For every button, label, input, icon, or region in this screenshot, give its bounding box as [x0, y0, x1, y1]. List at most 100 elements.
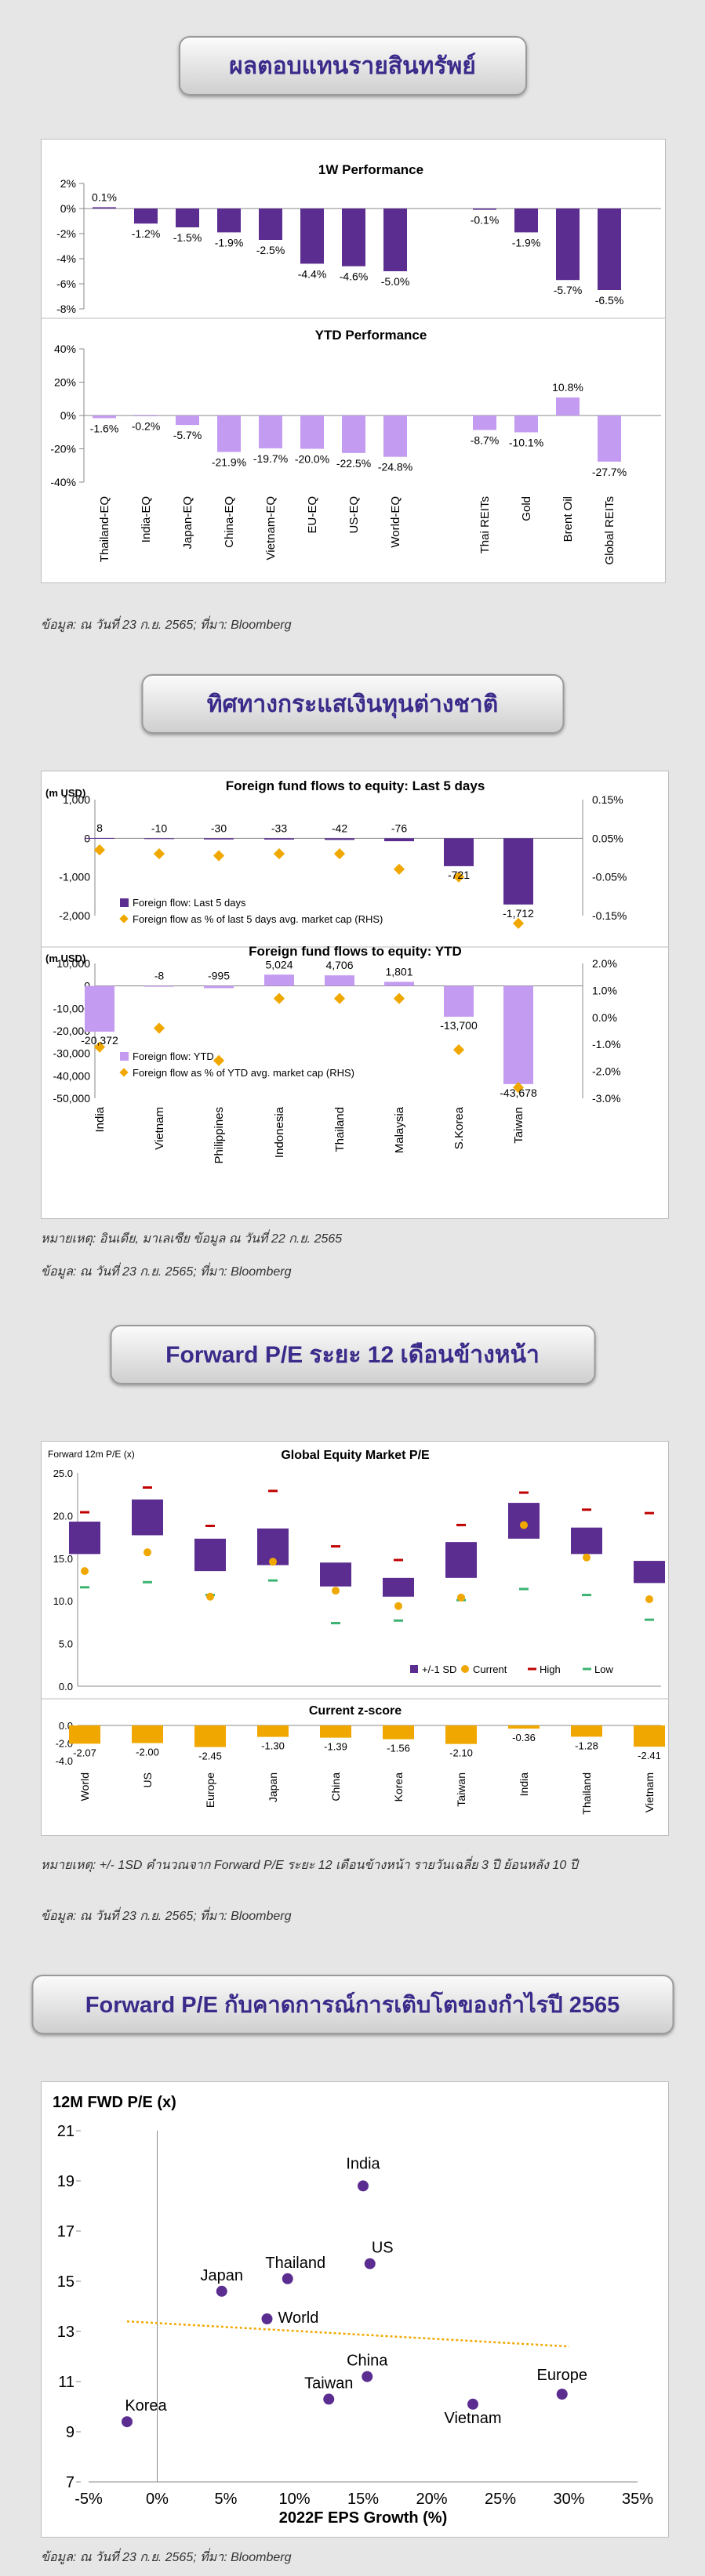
pe-ytick-label: 25.0: [53, 1468, 73, 1479]
scatter-point: [323, 2393, 335, 2405]
f5-rhs-tick-label: -0.15%: [592, 909, 627, 922]
scatter-xtick-label: 35%: [622, 2491, 653, 2508]
scatter-point: [362, 2371, 373, 2382]
fy-data-label: -13,700: [440, 1019, 478, 1032]
scatter-point: [122, 2416, 133, 2428]
pe-sd-range-bar: [69, 1522, 100, 1555]
f5-legend-marker: [119, 914, 129, 923]
scatter-point-label: Europe: [537, 2367, 588, 2384]
scatter-point-label: India: [346, 2155, 380, 2172]
pe-ytick-label: 15.0: [53, 1553, 73, 1565]
f5-ytick-label: -2,000: [59, 909, 90, 922]
zscore-bar: [320, 1725, 351, 1738]
fy-bar: [144, 985, 174, 987]
pe-ytick-label: 0.0: [59, 1681, 73, 1693]
zscore-category-label: US: [141, 1772, 154, 1787]
ytd-data-label: -21.9%: [212, 456, 246, 469]
pe-current-marker: [583, 1553, 591, 1562]
ytd-data-label: -8.7%: [471, 434, 500, 446]
ytd-data-label: -22.5%: [336, 457, 371, 470]
ytd-ytick-label: 20%: [54, 376, 76, 389]
category-label: US-EQ: [347, 496, 361, 534]
w1-data-label: -6.5%: [595, 294, 624, 307]
forward-pe-charts: Global Equity Market P/E Forward 12m P/E …: [42, 1449, 668, 1815]
ytd-data-label: 10.8%: [552, 381, 583, 394]
scatter-xtick-label: 20%: [416, 2491, 447, 2508]
fy-rhs-marker: [213, 1054, 225, 1066]
zscore-category-label: Korea: [392, 1772, 405, 1802]
w1-bar: [383, 209, 407, 271]
zscore-category-label: India: [518, 1772, 530, 1797]
w1-title: 1W Performance: [318, 162, 423, 177]
scatter-point-label: US: [372, 2240, 394, 2257]
zscore-bar: [634, 1725, 665, 1747]
pe-current-marker: [457, 1593, 465, 1602]
ytd-bar: [342, 415, 365, 453]
f5-data-label: -42: [332, 822, 347, 834]
fy-bar: [85, 985, 114, 1032]
f5-bar: [85, 837, 114, 839]
note-2: หมายเหตุ: อินเดีย, มาเลเซีย ข้อมูล ณ วัน…: [41, 1232, 343, 1246]
f5-bar: [264, 838, 294, 840]
zscore-category-label: Europe: [204, 1772, 216, 1808]
fy-rhs-marker: [273, 992, 285, 1004]
section-banner-forward-pe: Forward P/E ระยะ 12 เดือนข้างหน้า: [110, 1325, 595, 1384]
scatter-point-label: China: [347, 2353, 388, 2370]
fy-rhs-tick-label: 0.0%: [592, 1011, 617, 1024]
fy-ytick-label: -10,000: [53, 1002, 91, 1014]
ytd-data-label: -20.0%: [295, 453, 329, 466]
fy-ytick-label: -40,000: [53, 1069, 91, 1082]
w1-data-label: -0.1%: [471, 214, 500, 227]
ytd-bar: [93, 415, 116, 419]
category-label: Global REITs: [603, 496, 616, 565]
pe-current-marker: [269, 1558, 277, 1566]
ytd-title: YTD Performance: [315, 328, 427, 343]
scatter-xtick-label: 10%: [278, 2491, 310, 2508]
pe-legend-swatch: [410, 1665, 418, 1673]
fy-rhs-tick-label: 1.0%: [592, 984, 617, 996]
fy-title: Foreign fund flows to equity: YTD: [249, 944, 462, 959]
category-label: India-EQ: [140, 496, 153, 542]
scatter-point-label: World: [278, 2309, 319, 2327]
f5-data-label: -76: [391, 822, 407, 834]
scatter-xtick-label: 25%: [485, 2491, 516, 2508]
ytd-bar: [259, 415, 282, 448]
w1-bar: [134, 209, 158, 224]
ytd-data-label: -19.7%: [253, 452, 288, 465]
zscore-category-label: Japan: [267, 1772, 279, 1802]
w1-bar: [342, 209, 365, 267]
w1-data-label: -5.7%: [554, 284, 583, 296]
pe-ytick-label: 20.0: [53, 1510, 73, 1522]
category-label: Vietnam: [153, 1107, 166, 1150]
zscore-ytick-label: -4.0: [56, 1755, 73, 1767]
zscore-category-label: World: [78, 1772, 91, 1801]
pe-sd-range-bar: [634, 1561, 665, 1584]
zscore-category-label: Vietnam: [643, 1772, 656, 1812]
f5-rhs-tick-label: 0.05%: [592, 832, 623, 844]
zscore-bar: [132, 1725, 163, 1743]
scatter-ytick-label: 7: [66, 2474, 74, 2491]
scatter-point-label: Thailand: [265, 2255, 325, 2272]
scatter-xtick-label: -5%: [74, 2491, 103, 2508]
w1-bar: [514, 209, 538, 233]
ytd-bar: [514, 415, 538, 433]
scatter-ytick-label: 11: [58, 2374, 74, 2391]
f5-bar: [325, 838, 354, 840]
ytd-bar: [598, 415, 621, 462]
fy-data-label: 1,801: [385, 966, 412, 978]
fy-rhs-tick-label: -3.0%: [592, 1092, 621, 1105]
fy-rhs-tick-label: 2.0%: [592, 957, 617, 970]
fy-bar: [325, 975, 354, 986]
fy-legend-label-rhs: Foreign flow as % of YTD avg. market cap…: [133, 1067, 354, 1079]
w1-bar: [93, 207, 116, 209]
w1-data-label: 0.1%: [92, 190, 117, 203]
f5-legend-label: Foreign flow: Last 5 days: [133, 897, 246, 909]
zscore-data-label: -1.39: [324, 1741, 347, 1753]
scatter-point-label: Korea: [125, 2397, 167, 2415]
zscore-data-label: -0.36: [512, 1732, 536, 1743]
pe-current-marker: [645, 1595, 653, 1604]
source-note-1: ข้อมูล: ณ วันที่ 23 ก.ย. 2565; ที่มา: Bl…: [41, 619, 292, 632]
w1-bar: [300, 209, 324, 264]
category-label: Japan-EQ: [181, 496, 194, 550]
scatter-point-label: Vietnam: [444, 2410, 501, 2427]
